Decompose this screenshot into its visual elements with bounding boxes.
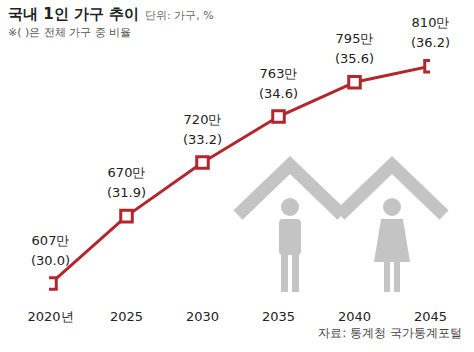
html-text:※( )은 전체 가구 중 비율: ※( )은 전체 가구 중 비율 — [8, 26, 132, 39]
svg-text:670만: 670만 — [108, 165, 146, 180]
svg-text:2030: 2030 — [186, 309, 219, 324]
svg-text:2040: 2040 — [338, 309, 371, 324]
svg-text:720만: 720만 — [184, 112, 222, 127]
svg-text:(36.2): (36.2) — [411, 35, 450, 50]
html-text:국내 1인 가구 추이 단위: 가구, %: 국내 1인 가구 추이 단위: 가구, % — [8, 5, 214, 23]
svg-text:(34.6): (34.6) — [259, 86, 298, 101]
svg-text:(30.0): (30.0) — [31, 253, 70, 268]
svg-text:(35.6): (35.6) — [335, 51, 374, 66]
svg-text:2020년: 2020년 — [27, 309, 73, 324]
svg-text:810만: 810만 — [412, 15, 450, 30]
svg-text:2035: 2035 — [262, 309, 295, 324]
svg-text:795만: 795만 — [336, 31, 374, 46]
svg-text:607만: 607만 — [32, 233, 70, 248]
svg-text:2025: 2025 — [110, 309, 143, 324]
svg-text:763만: 763만 — [260, 66, 298, 81]
svg-text:(33.2): (33.2) — [183, 132, 222, 147]
svg-text:2045: 2045 — [414, 309, 447, 324]
svg-text:(31.9): (31.9) — [107, 185, 146, 200]
html-text:자료: 통계청 국가통계포털: 자료: 통계청 국가통계포털 — [318, 326, 462, 340]
